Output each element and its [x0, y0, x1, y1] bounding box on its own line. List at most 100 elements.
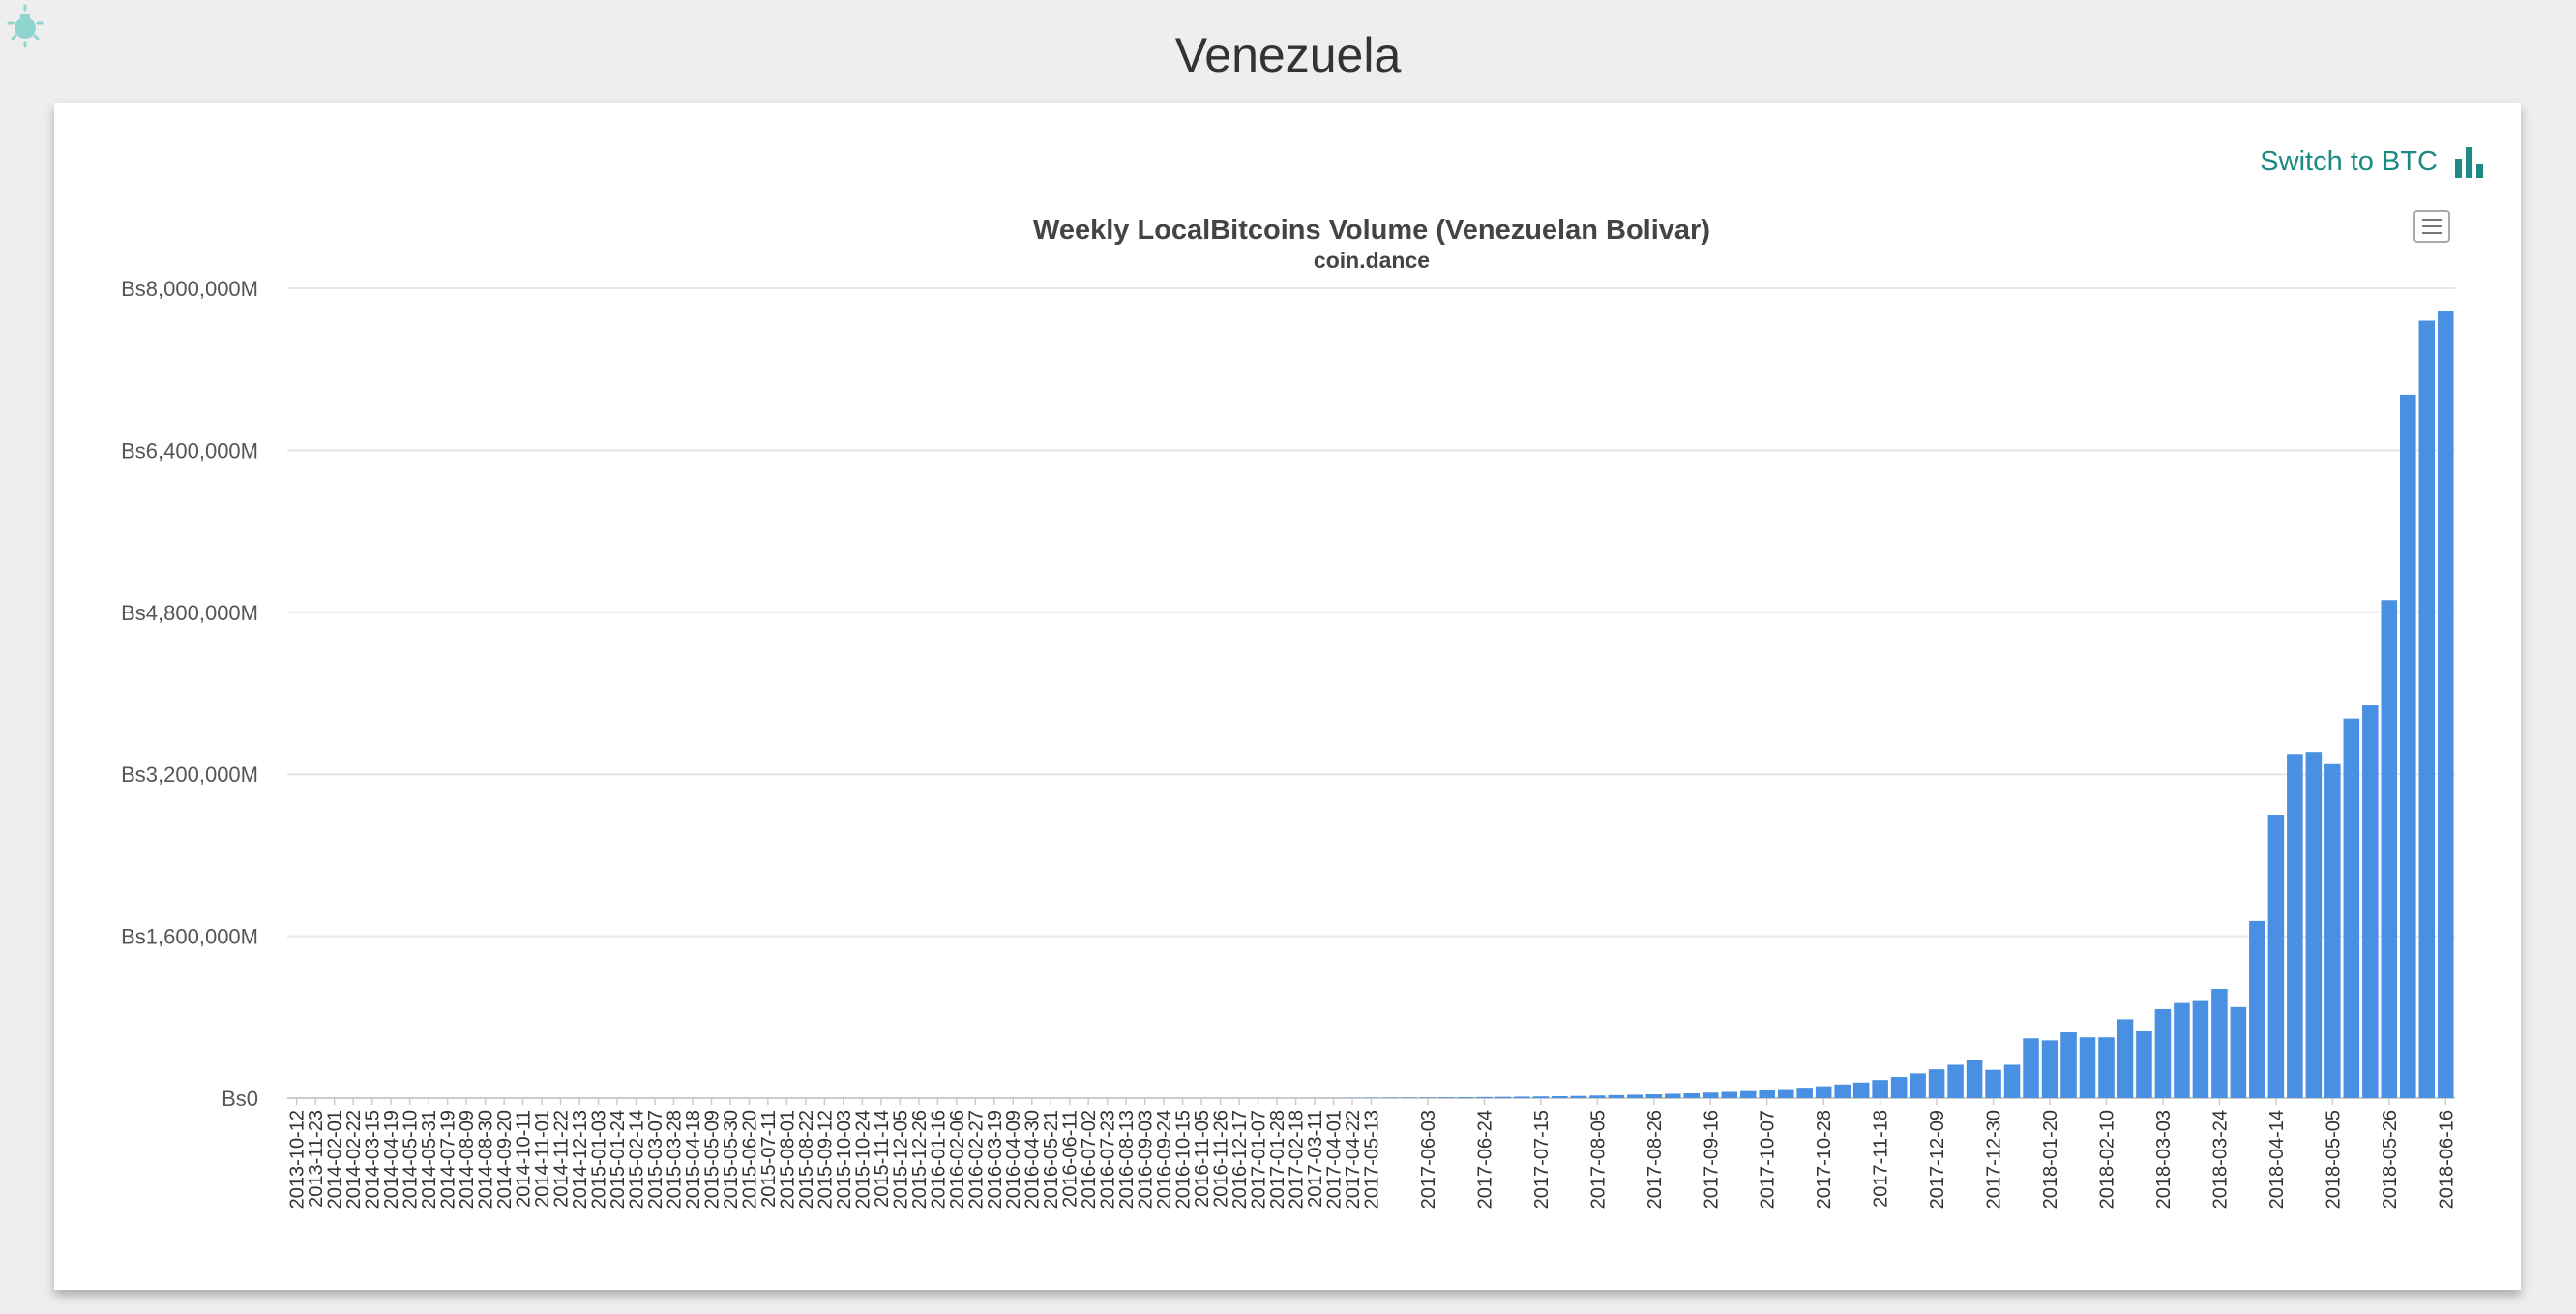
- bar: [1514, 1096, 1530, 1098]
- bar: [1815, 1086, 1832, 1098]
- x-tick-label: 2018-04-14: [2266, 1110, 2288, 1209]
- x-tick-label: 2015-05-30: [721, 1110, 742, 1209]
- y-tick-label: Bs0: [222, 1087, 258, 1111]
- chart-title: Weekly LocalBitcoins Volume (Venezuelan …: [1033, 215, 1710, 246]
- bar: [1928, 1069, 1945, 1098]
- switch-currency-label: Switch to BTC: [2260, 145, 2438, 177]
- bar-series: [1268, 311, 2454, 1098]
- bar: [1852, 1082, 1870, 1098]
- x-tick-label: 2017-06-24: [1474, 1110, 1495, 1209]
- bar: [1570, 1095, 1587, 1098]
- x-tick-label: 2014-02-01: [325, 1110, 346, 1209]
- x-tick-label: 2016-08-13: [1116, 1110, 1138, 1209]
- bar: [2324, 763, 2341, 1098]
- x-tick-label: 2017-06-03: [1418, 1110, 1439, 1209]
- bar: [1627, 1094, 1643, 1098]
- x-tick-label: 2015-10-03: [834, 1110, 855, 1209]
- bar: [2003, 1064, 2021, 1098]
- bar-chart-icon: [2455, 147, 2483, 178]
- x-tick-label: 2016-09-03: [1136, 1110, 1157, 1209]
- bar: [1966, 1060, 1983, 1098]
- x-tick-label: 2015-02-14: [627, 1110, 648, 1209]
- y-tick-label: Bs6,400,000M: [121, 438, 258, 463]
- bar: [1608, 1094, 1625, 1098]
- x-tick-label: 2017-01-28: [1267, 1110, 1288, 1209]
- x-tick-label: 2017-08-05: [1587, 1110, 1609, 1209]
- x-tick-label: 2013-11-23: [306, 1110, 327, 1208]
- x-tick-label: 2017-07-15: [1531, 1110, 1553, 1209]
- bar: [2192, 1000, 2209, 1098]
- bar: [2381, 600, 2398, 1098]
- x-tick-label: 2014-08-30: [476, 1110, 497, 1209]
- bar: [1457, 1097, 1474, 1098]
- bar: [2041, 1040, 2058, 1098]
- y-axis: Bs0 Bs1,600,000M Bs3,200,000M Bs4,800,000M B…: [121, 277, 258, 1111]
- x-tick-label: 2017-01-07: [1249, 1110, 1270, 1209]
- bar: [1759, 1090, 1776, 1098]
- x-tick-label: 2016-11-26: [1211, 1110, 1232, 1208]
- x-tick-label: 2014-05-31: [419, 1110, 440, 1209]
- x-tick-label: 2015-06-20: [739, 1110, 760, 1209]
- x-tick-label: 2018-03-24: [2209, 1110, 2231, 1209]
- x-tick-label: 2014-02-22: [343, 1110, 365, 1209]
- x-tick-label: 2015-12-26: [909, 1110, 931, 1209]
- bar: [2060, 1031, 2077, 1098]
- x-tick-label: 2017-10-28: [1814, 1110, 1835, 1209]
- bar: [2305, 752, 2323, 1098]
- x-tick-label: 2016-03-19: [985, 1110, 1006, 1209]
- chart-menu-button[interactable]: [2413, 210, 2450, 243]
- bar: [2437, 311, 2454, 1098]
- x-tick-label: 2016-02-27: [965, 1110, 987, 1209]
- switch-currency-button[interactable]: Switch to BTC: [2260, 145, 2486, 178]
- x-tick-label: 2018-02-10: [2096, 1110, 2117, 1209]
- bar: [1419, 1097, 1436, 1098]
- x-tick-label: 2015-01-24: [607, 1110, 629, 1209]
- bar: [1910, 1073, 1926, 1098]
- bar: [2418, 320, 2436, 1098]
- page-title: Venezuela: [1174, 28, 1402, 82]
- x-tick-label: 2014-11-22: [551, 1110, 573, 1208]
- x-tick-label: 2014-09-20: [494, 1110, 516, 1209]
- bar: [1702, 1092, 1719, 1098]
- bar: [2079, 1037, 2096, 1098]
- y-tick-label: Bs8,000,000M: [121, 277, 258, 301]
- bar: [2343, 718, 2360, 1098]
- bar: [1401, 1097, 1417, 1098]
- bar: [1495, 1096, 1512, 1098]
- gridlines: [287, 287, 2455, 1099]
- lightbulb-icon[interactable]: [4, 4, 46, 50]
- x-tick-label: 2014-10-11: [514, 1110, 535, 1208]
- bar: [2154, 1008, 2172, 1098]
- x-tick-label: 2016-11-05: [1192, 1110, 1213, 1208]
- x-tick-label: 2015-11-14: [872, 1110, 893, 1208]
- bar: [1777, 1089, 1794, 1098]
- x-tick-label: 2016-07-23: [1098, 1110, 1119, 1209]
- x-tick-label: 2015-08-01: [777, 1110, 798, 1209]
- bar: [2023, 1038, 2039, 1098]
- x-tick-label: 2014-11-01: [532, 1110, 553, 1208]
- bar: [1683, 1092, 1701, 1098]
- x-tick-label: 2015-05-09: [701, 1110, 723, 1209]
- x-tick-label: 2017-10-07: [1758, 1110, 1779, 1209]
- bar: [1645, 1094, 1663, 1098]
- y-tick-label: Bs4,800,000M: [121, 601, 258, 625]
- bar: [2211, 989, 2228, 1098]
- x-tick-label: 2014-12-13: [570, 1110, 591, 1209]
- x-tick-label: 2015-03-07: [645, 1110, 666, 1209]
- x-tick-label: 2016-05-21: [1041, 1110, 1062, 1209]
- bar: [1476, 1096, 1493, 1098]
- x-axis: 2013-10-122013-11-232014-02-012014-02-22…: [287, 1098, 2457, 1209]
- x-tick-label: 2015-03-28: [664, 1110, 685, 1209]
- chart-card: Switch to BTC Weekly LocalBitcoins Volum…: [54, 103, 2521, 1290]
- x-tick-label: 2017-12-09: [1927, 1110, 1948, 1209]
- x-tick-label: 2017-04-22: [1343, 1110, 1364, 1209]
- x-tick-label: 2015-08-22: [796, 1110, 817, 1209]
- x-tick-label: 2016-01-16: [928, 1110, 949, 1209]
- bar: [1739, 1090, 1757, 1098]
- bar: [2400, 394, 2416, 1098]
- x-tick-label: 2016-04-30: [1022, 1110, 1044, 1209]
- x-tick-label: 2018-03-03: [2153, 1110, 2175, 1209]
- x-tick-label: 2016-07-02: [1079, 1110, 1100, 1209]
- bar: [1872, 1080, 1888, 1098]
- x-tick-label: 2015-12-05: [890, 1110, 911, 1209]
